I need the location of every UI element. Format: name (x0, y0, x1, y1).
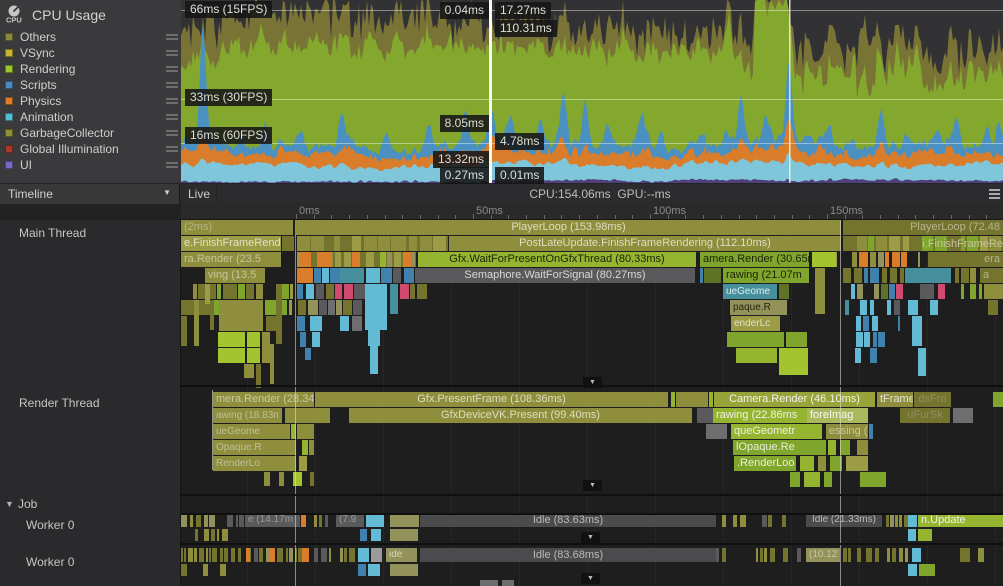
svg-text:CPU: CPU (6, 16, 22, 25)
